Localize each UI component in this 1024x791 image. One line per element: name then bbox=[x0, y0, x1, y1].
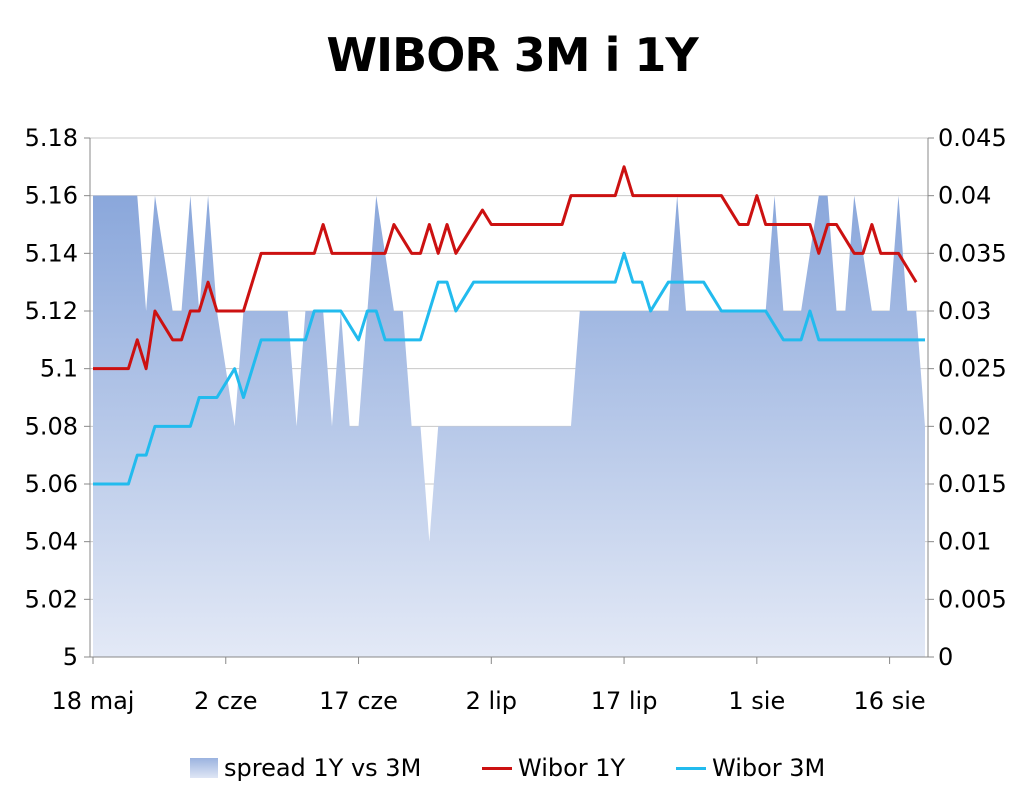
x-tick-label: 17 lip bbox=[591, 687, 658, 715]
y-tick-label-right: 0.005 bbox=[938, 585, 1007, 613]
y-tick-label-right: 0.015 bbox=[938, 470, 1007, 498]
y-tick-label-right: 0.03 bbox=[938, 297, 991, 325]
x-tick-label: 1 sie bbox=[728, 687, 785, 715]
legend-item-wibor-1y: Wibor 1Y bbox=[482, 748, 625, 788]
x-tick-label: 18 maj bbox=[52, 687, 135, 715]
series-line-wibor-1y bbox=[93, 165, 918, 371]
legend-label-spread: spread 1Y vs 3M bbox=[224, 754, 422, 782]
x-tick-label: 16 sie bbox=[854, 687, 926, 715]
chart-title: WIBOR 3M i 1Y bbox=[326, 28, 698, 82]
legend-swatch-wibor-3m bbox=[676, 766, 706, 770]
x-tick-label: 2 cze bbox=[194, 687, 257, 715]
legend-swatch-spread bbox=[190, 758, 218, 778]
y-tick-label-right: 0.04 bbox=[938, 182, 991, 210]
y-tick-label-right: 0.025 bbox=[938, 355, 1007, 383]
y-tick-label-right: 0 bbox=[938, 643, 953, 671]
y-tick-label-right: 0.02 bbox=[938, 412, 991, 440]
legend-item-wibor-3m: Wibor 3M bbox=[676, 748, 825, 788]
x-tick-label: 17 cze bbox=[319, 687, 398, 715]
legend-item-spread: spread 1Y vs 3M bbox=[190, 748, 421, 788]
y-tick-label-left: 5.16 bbox=[25, 182, 78, 210]
legend: spread 1Y vs 3M Wibor 1Y Wibor 3M bbox=[0, 748, 1024, 788]
series-line-wibor-3m bbox=[93, 251, 925, 486]
x-tick-label: 2 lip bbox=[466, 687, 517, 715]
legend-label-wibor-1y: Wibor 1Y bbox=[518, 754, 626, 782]
y-tick-label-left: 5.02 bbox=[25, 585, 78, 613]
legend-swatch-wibor-1y bbox=[482, 766, 512, 770]
y-tick-label-right: 0.045 bbox=[938, 124, 1007, 152]
y-tick-label-left: 5 bbox=[63, 643, 78, 671]
y-tick-label-left: 5.14 bbox=[25, 239, 78, 267]
y-tick-label-right: 0.01 bbox=[938, 528, 991, 556]
y-tick-label-left: 5.04 bbox=[25, 528, 78, 556]
y-tick-label-left: 5.08 bbox=[25, 412, 78, 440]
y-tick-label-left: 5.18 bbox=[25, 124, 78, 152]
y-tick-label-right: 0.035 bbox=[938, 239, 1007, 267]
y-tick-label-left: 5.1 bbox=[40, 355, 78, 383]
y-tick-label-left: 5.12 bbox=[25, 297, 78, 325]
legend-label-wibor-3m: Wibor 3M bbox=[712, 754, 826, 782]
series-area-spread bbox=[93, 195, 925, 658]
y-tick-label-left: 5.06 bbox=[25, 470, 78, 498]
